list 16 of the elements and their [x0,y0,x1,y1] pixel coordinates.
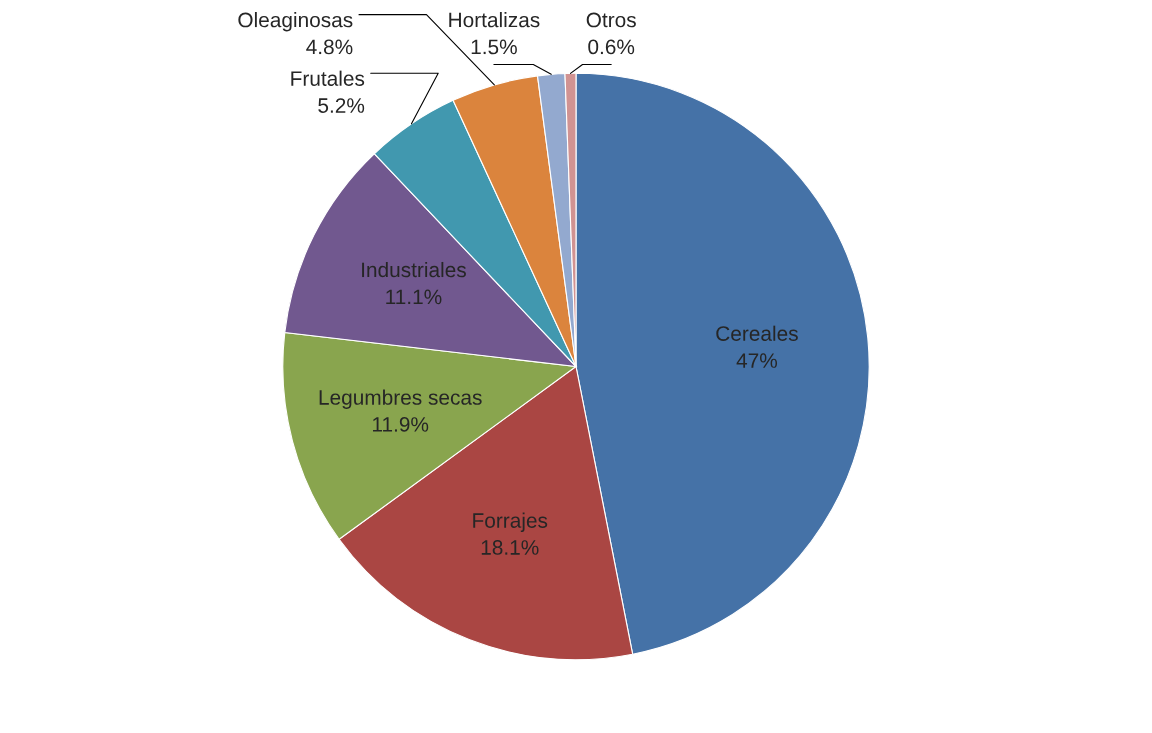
data-label: 5.2% [318,98,365,113]
data-label: 11.9% [373,417,429,432]
data-label: 1.5% [471,39,517,55]
data-label: 0.6% [588,39,635,55]
slice-label: Industriales [362,261,466,278]
data-label: 11.1% [386,289,442,305]
data-label: 47% [736,353,778,368]
slice-label: Oleaginosas [238,11,353,32]
slice-label: Forrajes [473,512,548,532]
slice-label: Legumbres secas [319,389,482,409]
slice-label: Frutales [291,70,365,86]
slice-label: Otros [586,12,636,28]
slice-label: Cereales [716,325,798,341]
data-label: 18.1% [481,540,539,555]
data-label: 4.8% [306,39,353,55]
slice-label: Hortalizas [449,11,540,28]
